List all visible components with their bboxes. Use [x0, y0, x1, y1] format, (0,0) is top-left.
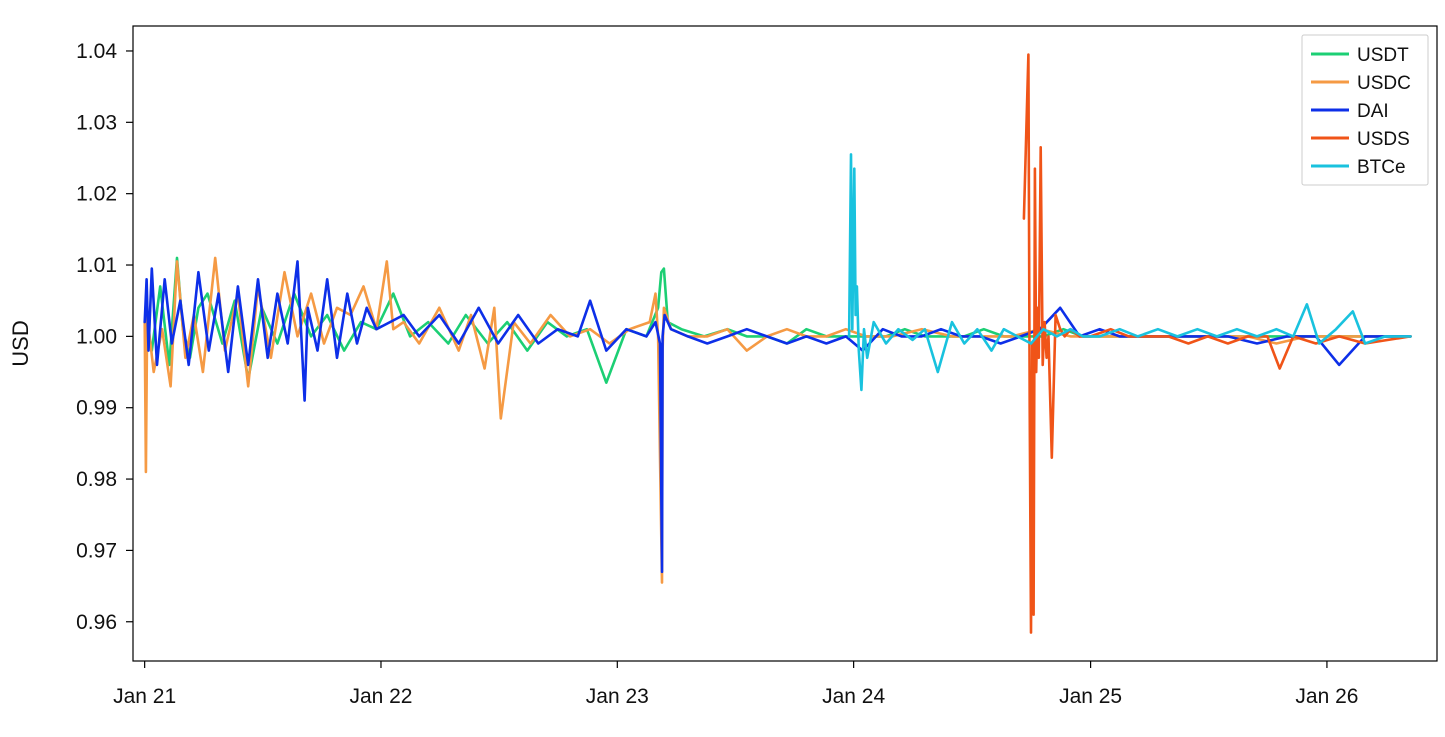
- y-axis: 0.96 0.97 0.98 0.99 1.00 1.01 1.02 1.03 1.04: [76, 40, 133, 634]
- y-tick-label: 0.99: [76, 397, 117, 420]
- legend-label: USDC: [1357, 73, 1411, 94]
- legend-label: USDT: [1357, 45, 1409, 66]
- series-line-usdt: [143, 256, 1412, 385]
- x-tick-label: Jan 26: [1295, 685, 1358, 708]
- series-line-usdc: [143, 256, 1412, 584]
- y-axis-title: USD: [8, 320, 33, 366]
- x-tick-label: Jan 23: [586, 685, 649, 708]
- y-tick-label: 1.03: [76, 111, 117, 134]
- y-tick-label: 0.96: [76, 611, 117, 634]
- legend-label: USDS: [1357, 129, 1410, 150]
- series-line-btce: [847, 153, 1412, 392]
- x-tick-label: Jan 25: [1059, 685, 1122, 708]
- x-axis: Jan 21 Jan 22 Jan 23 Jan 24 Jan 25 Jan 26: [113, 661, 1358, 708]
- legend-label: DAI: [1357, 101, 1389, 122]
- x-tick-label: Jan 22: [349, 685, 412, 708]
- y-tick-label: 1.04: [76, 40, 117, 63]
- y-tick-label: 1.02: [76, 183, 117, 206]
- x-tick-label: Jan 21: [113, 685, 176, 708]
- legend: USDT USDC DAI USDS BTCe: [1301, 34, 1429, 186]
- plot-frame: [132, 25, 1438, 662]
- plot-lines: [143, 53, 1412, 634]
- y-tick-label: 1.00: [76, 325, 117, 348]
- x-tick-label: Jan 24: [822, 685, 885, 708]
- y-tick-label: 0.97: [76, 539, 117, 562]
- series-line-usds: [1022, 53, 1412, 634]
- legend-label: BTCe: [1357, 157, 1406, 178]
- y-tick-label: 1.01: [76, 254, 117, 277]
- y-tick-label: 0.98: [76, 468, 117, 491]
- legend-box: [1301, 34, 1429, 186]
- series-line-dai: [143, 260, 1412, 574]
